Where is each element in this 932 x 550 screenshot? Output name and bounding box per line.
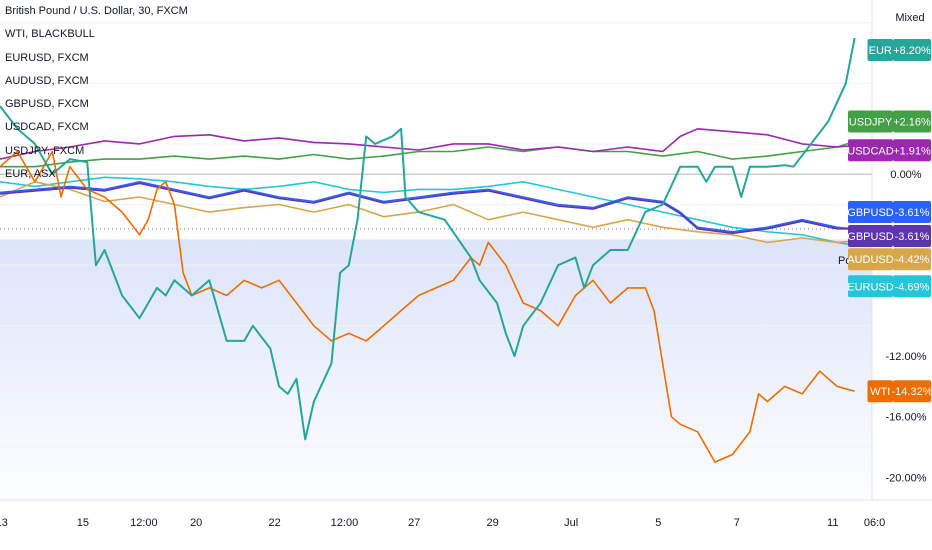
x-tick-label: 20 xyxy=(190,517,202,529)
x-tick-label: 12:00 xyxy=(130,517,158,529)
x-tick-label: 29 xyxy=(487,517,499,529)
legend-item-audusd[interactable]: AUDUSD, FXCM xyxy=(5,74,89,87)
price-tag-symbol-bg xyxy=(848,139,893,162)
x-tick-label: Jul xyxy=(564,517,578,529)
y-tick-label: -20.00% xyxy=(886,472,927,484)
price-tag-value: -4.42% xyxy=(895,254,930,266)
x-tick-label: 06:0 xyxy=(864,517,885,529)
scale-mode-label: Mixed xyxy=(895,12,924,24)
y-tick-label: 0.00% xyxy=(890,169,921,181)
series-line-gbpusd xyxy=(0,181,855,233)
legend-item-usdjpy[interactable]: USDJPY, FXCM xyxy=(5,144,85,157)
price-tag-value-bg xyxy=(893,200,931,223)
legend-item-main[interactable]: British Pound / U.S. Dollar, 30, FXCM xyxy=(5,5,188,17)
price-tag-symbol: USDJPY xyxy=(849,117,893,129)
price-tag-value: -3.61% xyxy=(895,231,930,243)
price-tag-eurusd[interactable]: EURUSD -4.69% xyxy=(847,275,931,298)
price-tag-usdjpy[interactable]: USDJPY +2.16% xyxy=(848,110,931,133)
series-line-usdcad xyxy=(0,128,855,160)
price-tag-eur[interactable]: EUR +8.20% xyxy=(867,39,932,61)
price-tag-value: -14.32% xyxy=(892,386,932,398)
price-tag-value: +1.91% xyxy=(893,145,931,157)
main-area-fill xyxy=(0,239,872,501)
series-line-usdjpy xyxy=(0,140,855,168)
x-tick-label: 12:00 xyxy=(331,517,359,529)
price-tag-value: -4.69% xyxy=(895,281,930,293)
y-tick-label: -16.00% xyxy=(886,412,927,424)
price-tag-value: +8.20% xyxy=(893,45,931,57)
series-layer xyxy=(0,37,856,463)
price-tag-symbol-bg xyxy=(867,39,893,61)
price-tag-gbpusd[interactable]: GBPUSD -3.61% xyxy=(847,200,931,223)
price-tag-symbol-bg xyxy=(848,200,893,223)
x-tick-label: 13 xyxy=(0,517,8,529)
x-tick-label: 11 xyxy=(827,517,838,529)
price-tag-symbol: GBPUSD xyxy=(847,231,894,243)
legend-item-eur[interactable]: EUR, ASX xyxy=(5,168,56,181)
series-line-eur xyxy=(0,37,856,441)
price-tag-usdcad[interactable]: USDCAD +1.91% xyxy=(847,139,931,162)
price-tag-value-bg xyxy=(893,110,931,133)
price-tag-value-bg xyxy=(893,248,931,271)
series-line-wti xyxy=(0,150,855,463)
legend-item-eurusd[interactable]: EURUSD, FXCM xyxy=(5,51,89,64)
legend: British Pound / U.S. Dollar, 30, FXCM WT… xyxy=(5,0,188,186)
grid xyxy=(0,22,872,448)
legend-item-usdcad[interactable]: USDCAD, FXCM xyxy=(5,121,89,134)
legend-item-wti[interactable]: WTI, BLACKBULL xyxy=(5,28,95,41)
price-tag-value: -3.61% xyxy=(895,207,930,219)
series-line-audusd xyxy=(0,181,855,244)
price-tag-symbol: EURUSD xyxy=(847,281,894,293)
price-tag-symbol: GBPUSD xyxy=(847,207,894,219)
price-tag-value: +2.16% xyxy=(893,117,931,129)
x-tick-label: 5 xyxy=(655,517,661,529)
price-tag-value-bg xyxy=(893,275,931,298)
price-tag-symbol-bg xyxy=(867,380,893,403)
price-tags: EUR +8.20%USDJPY +2.16%USDCAD +1.91%GBPUSD -… xyxy=(847,39,932,403)
price-tag-symbol-bg xyxy=(848,248,893,271)
area-fill xyxy=(0,239,872,501)
price-tag-symbol: USDCAD xyxy=(847,145,894,157)
price-tag-value-bg xyxy=(893,224,931,247)
y-tick-label: -12.00% xyxy=(886,351,927,363)
price-tag-gbpusd_main[interactable]: GBPUSD -3.61% xyxy=(847,224,931,247)
series-line-gbpusd_main xyxy=(0,182,855,235)
legend-item-gbpusd[interactable]: GBPUSD, FXCM xyxy=(5,98,89,111)
x-axis: 13 15 12:00 20 22 12:00 27 29 Jul 5 7 11 06:0 xyxy=(0,499,932,529)
x-tick-label: 22 xyxy=(269,517,281,529)
price-tag-symbol: AUDUSD xyxy=(847,254,894,266)
price-tag-value-bg xyxy=(893,380,931,403)
price-tag-symbol-bg xyxy=(848,224,893,247)
price-tag-symbol-bg xyxy=(848,275,893,298)
price-tag-value-bg xyxy=(893,39,931,61)
price-tag-wti[interactable]: WTI -14.32% xyxy=(867,380,932,403)
price-tag-symbol: EUR xyxy=(869,45,892,57)
x-tick-label: 27 xyxy=(408,517,420,529)
price-tag-audusd[interactable]: AUDUSD -4.42% xyxy=(847,248,931,271)
x-tick-label: 15 xyxy=(77,517,89,529)
price-tag-symbol-bg xyxy=(848,110,893,133)
price-tag-symbol: WTI xyxy=(870,386,890,398)
series-line-eurusd xyxy=(0,176,855,247)
price-tag-value-bg xyxy=(893,139,931,162)
x-tick-label: 7 xyxy=(734,517,740,529)
